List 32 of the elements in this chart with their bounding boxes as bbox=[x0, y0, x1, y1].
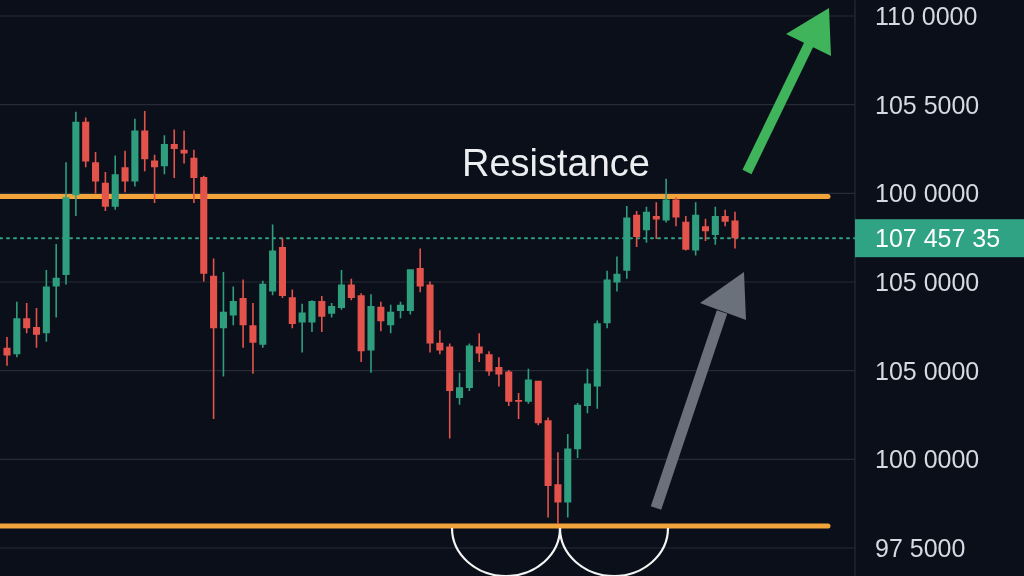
candlestick bbox=[3, 336, 11, 366]
candlestick bbox=[416, 248, 424, 293]
text: 105 5000 bbox=[875, 90, 980, 119]
text: 100 0000 bbox=[875, 179, 980, 208]
candlestick bbox=[436, 330, 444, 355]
ref-line-label: Resistance bbox=[462, 142, 650, 185]
candlestick bbox=[475, 333, 483, 363]
candlestick bbox=[249, 303, 257, 374]
candlestick bbox=[613, 256, 621, 292]
candlestick bbox=[52, 243, 60, 318]
candlestick bbox=[426, 281, 434, 353]
text: 97 5000 bbox=[875, 534, 966, 562]
candlestick bbox=[367, 294, 375, 373]
candlestick bbox=[239, 279, 247, 348]
candlestick bbox=[731, 211, 739, 249]
candlestick bbox=[298, 303, 306, 353]
text: 105 0000 bbox=[875, 268, 980, 296]
candlestick bbox=[672, 197, 680, 227]
text: 105 0000 bbox=[875, 356, 980, 385]
candlestick bbox=[652, 202, 660, 240]
candlestick bbox=[495, 357, 503, 387]
candlestick bbox=[721, 209, 729, 227]
candlestick bbox=[190, 149, 198, 204]
candlestick bbox=[308, 300, 316, 332]
candlestick bbox=[180, 130, 188, 164]
candlestick bbox=[170, 129, 178, 178]
text: 110 0000 bbox=[875, 2, 978, 30]
candlestick bbox=[121, 150, 129, 193]
candlestick bbox=[554, 452, 562, 524]
text: 100 0000 bbox=[875, 445, 980, 474]
text: 107 457 35 bbox=[875, 224, 1001, 253]
candlestick bbox=[318, 296, 326, 332]
